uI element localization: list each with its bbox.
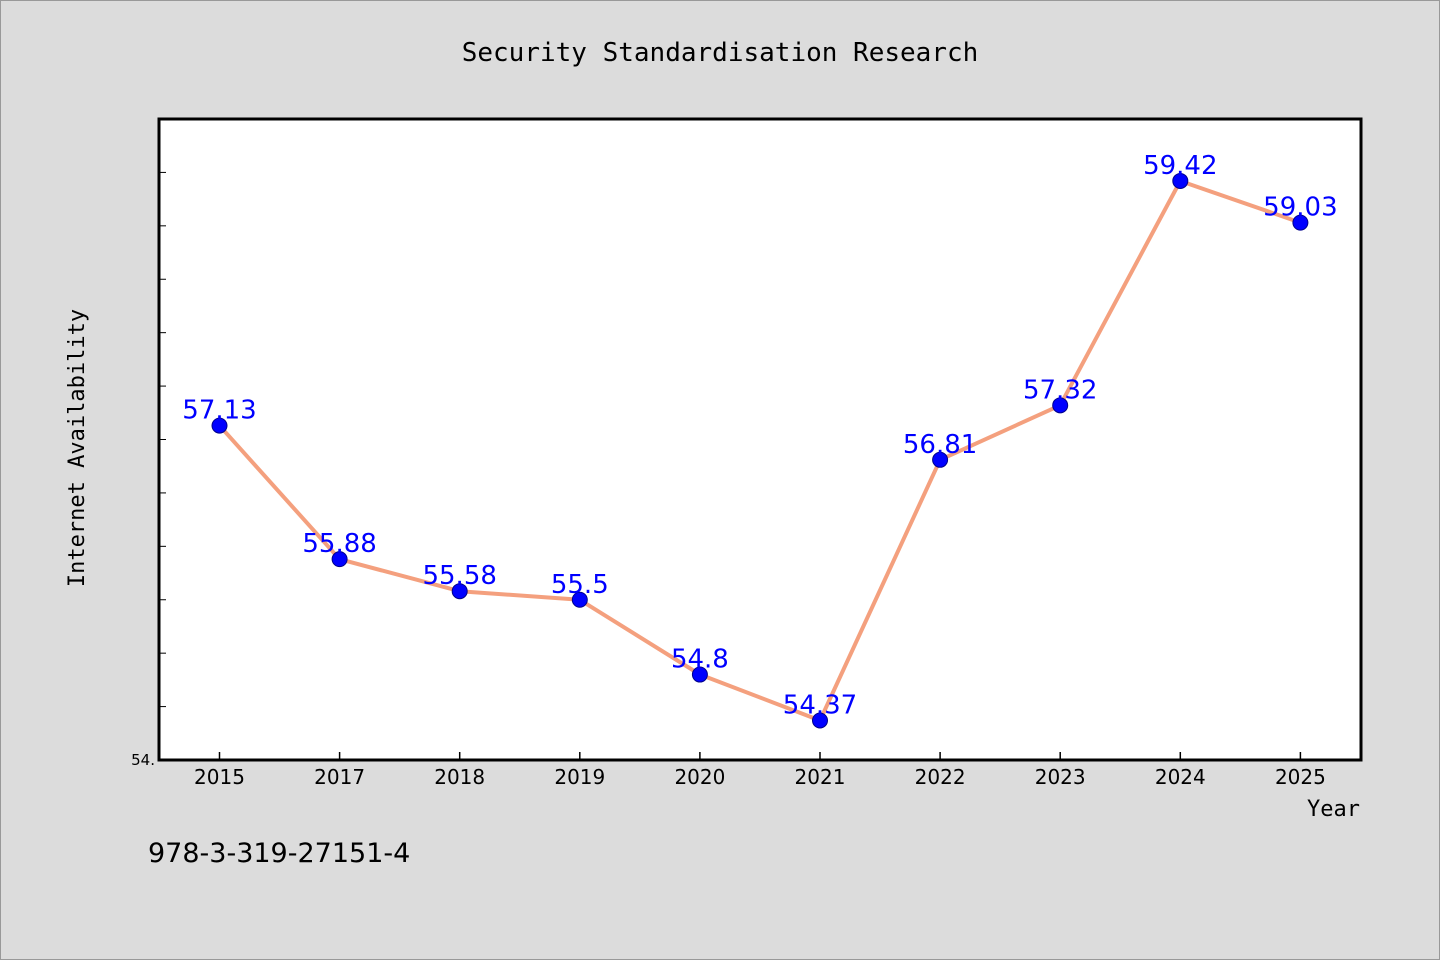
data-point xyxy=(691,666,708,683)
footer-code: 978-3-319-27151-4 xyxy=(148,838,410,869)
x-tick-label: 2015 xyxy=(194,765,245,789)
x-tick-label: 2025 xyxy=(1275,765,1326,789)
data-label: 57.32 xyxy=(1023,375,1097,405)
data-point xyxy=(571,591,588,608)
data-label: 54.8 xyxy=(671,645,729,675)
y-tick-label: 54. xyxy=(131,751,155,769)
data-point xyxy=(932,451,949,468)
x-tick-label: 2018 xyxy=(434,765,485,789)
data-point xyxy=(1052,397,1069,414)
x-tick-label: 2023 xyxy=(1035,765,1086,789)
x-tick-label: 2020 xyxy=(674,765,725,789)
data-label: 55.58 xyxy=(422,561,496,591)
data-label: 57.13 xyxy=(182,396,256,426)
chart-title: Security Standardisation Research xyxy=(462,38,979,68)
series-line xyxy=(217,179,1303,723)
data-point xyxy=(1292,214,1309,231)
data-point xyxy=(1172,172,1189,189)
data-label: 55.88 xyxy=(302,529,376,559)
x-axis-ticks: 2015 2017 2018 2019 2020 2021 2022 2023 2024 2025 xyxy=(194,752,1326,789)
series-layer: 57.13 55.88 55.58 55.5 54.8 54.37 56.81 57.32 59… xyxy=(182,151,1338,729)
x-tick-label: 2022 xyxy=(915,765,966,789)
data-label: 55.5 xyxy=(551,570,609,600)
data-point xyxy=(211,417,228,434)
x-tick-label: 2021 xyxy=(795,765,846,789)
x-tick-label: 2017 xyxy=(314,765,365,789)
data-label: 54.37 xyxy=(783,690,857,720)
x-tick-label: 2019 xyxy=(554,765,605,789)
data-label: 56.81 xyxy=(903,430,977,460)
plot-area xyxy=(157,117,1363,762)
data-point xyxy=(812,712,828,729)
x-tick-label: 2024 xyxy=(1155,765,1206,789)
y-axis-ticks: 54. xyxy=(131,171,166,769)
data-label: 59.03 xyxy=(1263,193,1337,223)
data-label: 59.42 xyxy=(1143,151,1217,181)
data-point xyxy=(331,551,348,568)
data-point xyxy=(451,583,468,600)
x-axis-title: Year xyxy=(1307,797,1360,822)
y-axis-title: Internet Availability xyxy=(65,309,90,587)
